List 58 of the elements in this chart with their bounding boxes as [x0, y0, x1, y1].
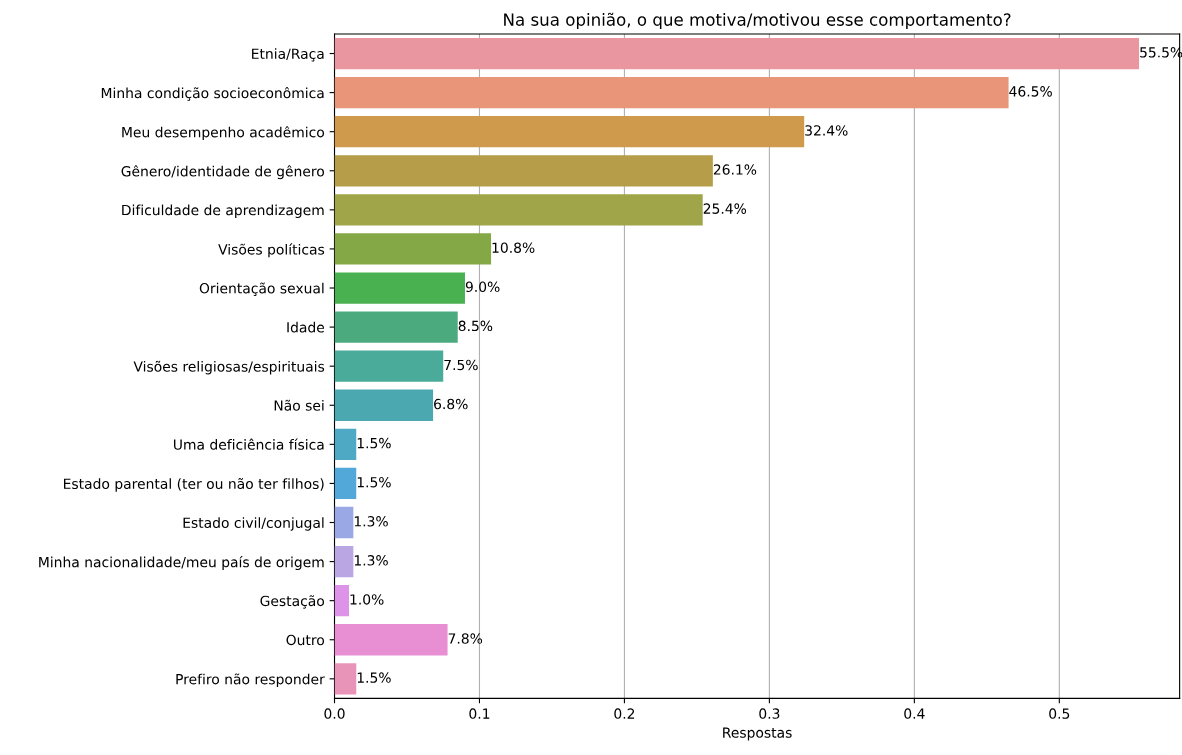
- y-tick-label: Minha condição socioeconômica: [101, 86, 324, 101]
- data-label: 1.3%: [354, 516, 388, 527]
- data-label: 1.0%: [350, 594, 384, 605]
- data-label: 26.1%: [713, 164, 757, 175]
- bar: [334, 233, 492, 265]
- x-tick-label: 0.4: [904, 708, 925, 719]
- bar: [334, 37, 1140, 70]
- data-label: 1.5%: [357, 437, 391, 449]
- y-tick-label: Gênero/identidade de gênero: [121, 165, 325, 180]
- bar: [334, 76, 1009, 109]
- bar: [334, 272, 465, 304]
- bar: [334, 624, 448, 656]
- data-label: 32.4%: [805, 125, 848, 136]
- bar: [334, 663, 357, 695]
- bar: [334, 545, 354, 578]
- y-tick-label: Minha nacionalidade/meu país de origem: [39, 556, 324, 571]
- bar: [334, 116, 805, 148]
- x-tick-label: 0.2: [614, 708, 635, 719]
- bar: [334, 194, 703, 226]
- y-tick-label: Idade: [287, 321, 325, 333]
- data-label: 25.4%: [703, 203, 747, 214]
- y-tick-label: Estado parental (ter ou não ter filhos): [64, 478, 324, 492]
- bar: [334, 585, 349, 617]
- y-tick-label: Prefiro não responder: [176, 673, 325, 688]
- chart-title: Na sua opinião, o que motiva/motivou esse comportamento?: [504, 12, 1011, 30]
- bar: [334, 428, 357, 460]
- data-label: 8.5%: [458, 320, 493, 332]
- y-tick-label: Dificuldade de aprendizagem: [122, 204, 324, 219]
- y-tick-label: Etnia/Raça: [252, 48, 324, 62]
- x-tick-label: 0.1: [469, 708, 490, 719]
- y-tick-label: Meu desempenho acadêmico: [122, 126, 325, 141]
- bar: [334, 350, 444, 382]
- y-tick-label: Gestação: [260, 595, 325, 609]
- data-label: 1.5%: [357, 672, 391, 683]
- data-label: 1.3%: [354, 555, 388, 566]
- x-tick-label: 0.0: [324, 708, 345, 719]
- x-axis-title: Respostas: [723, 727, 792, 741]
- data-label: 7.5%: [444, 359, 478, 371]
- y-tick-label: Visões políticas: [218, 243, 325, 258]
- data-label: 6.8%: [434, 398, 468, 410]
- x-tick-label: 0.5: [1049, 708, 1070, 719]
- y-tick-label: Uma deficiência física: [174, 438, 324, 450]
- y-tick-label: Outro: [286, 634, 325, 646]
- bar: [334, 467, 357, 500]
- data-label: 7.8%: [448, 633, 483, 644]
- bar: [334, 155, 713, 187]
- bar: [334, 311, 458, 343]
- bar: [334, 389, 434, 421]
- y-tick-label: Orientação sexual: [199, 282, 324, 296]
- data-label: 1.5%: [357, 476, 391, 488]
- bar: [334, 506, 354, 539]
- data-label: 10.8%: [492, 242, 535, 253]
- data-label: 46.5%: [1009, 86, 1052, 97]
- y-tick-label: Estado civil/conjugal: [183, 517, 324, 531]
- y-tick-label: Visões religiosas/espirituais: [133, 360, 325, 375]
- x-tick-label: 0.3: [759, 708, 780, 719]
- data-label: 9.0%: [465, 281, 500, 293]
- y-tick-label: Não sei: [274, 399, 324, 411]
